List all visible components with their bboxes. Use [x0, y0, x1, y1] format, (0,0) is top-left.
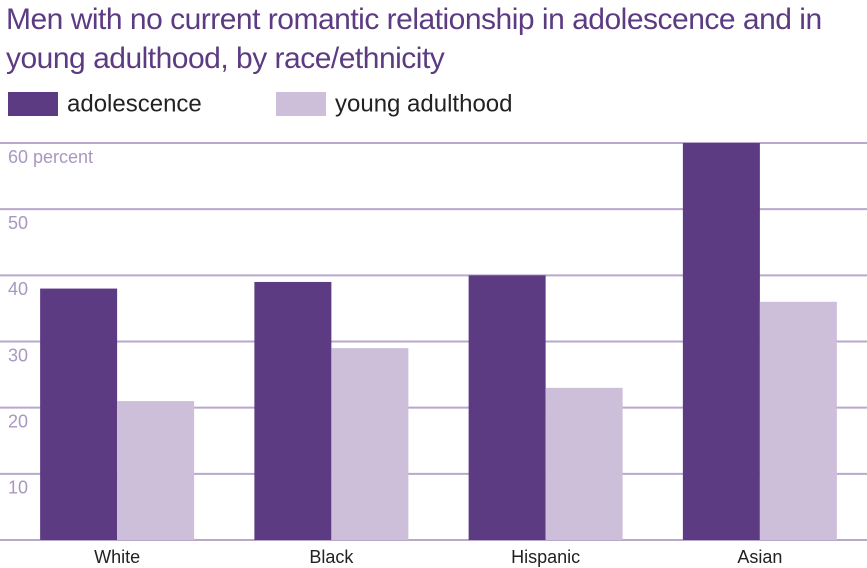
chart-title: Men with no current romantic relationshi… [6, 3, 822, 75]
bar [254, 281, 332, 540]
bar [468, 275, 546, 540]
bar [331, 348, 409, 540]
y-tick-label: 50 [8, 213, 28, 233]
legend-swatch [8, 92, 58, 116]
x-tick-label: Hispanic [511, 547, 580, 567]
y-tick-label: 20 [8, 411, 28, 431]
legend-label: adolescence [67, 90, 202, 117]
x-tick-label: Black [309, 547, 354, 567]
bar [759, 301, 837, 540]
bar [545, 387, 623, 540]
y-tick-label: 10 [8, 478, 28, 498]
x-tick-label: Asian [737, 547, 782, 567]
legend-swatch [276, 92, 326, 116]
legend-label: young adulthood [335, 90, 513, 117]
y-tick-label: 30 [8, 345, 28, 365]
bar [682, 143, 760, 540]
bar [117, 401, 195, 540]
bar [40, 288, 118, 540]
y-tick-label: 60 percent [8, 147, 93, 167]
y-tick-label: 40 [8, 279, 28, 299]
x-tick-label: White [94, 547, 140, 567]
